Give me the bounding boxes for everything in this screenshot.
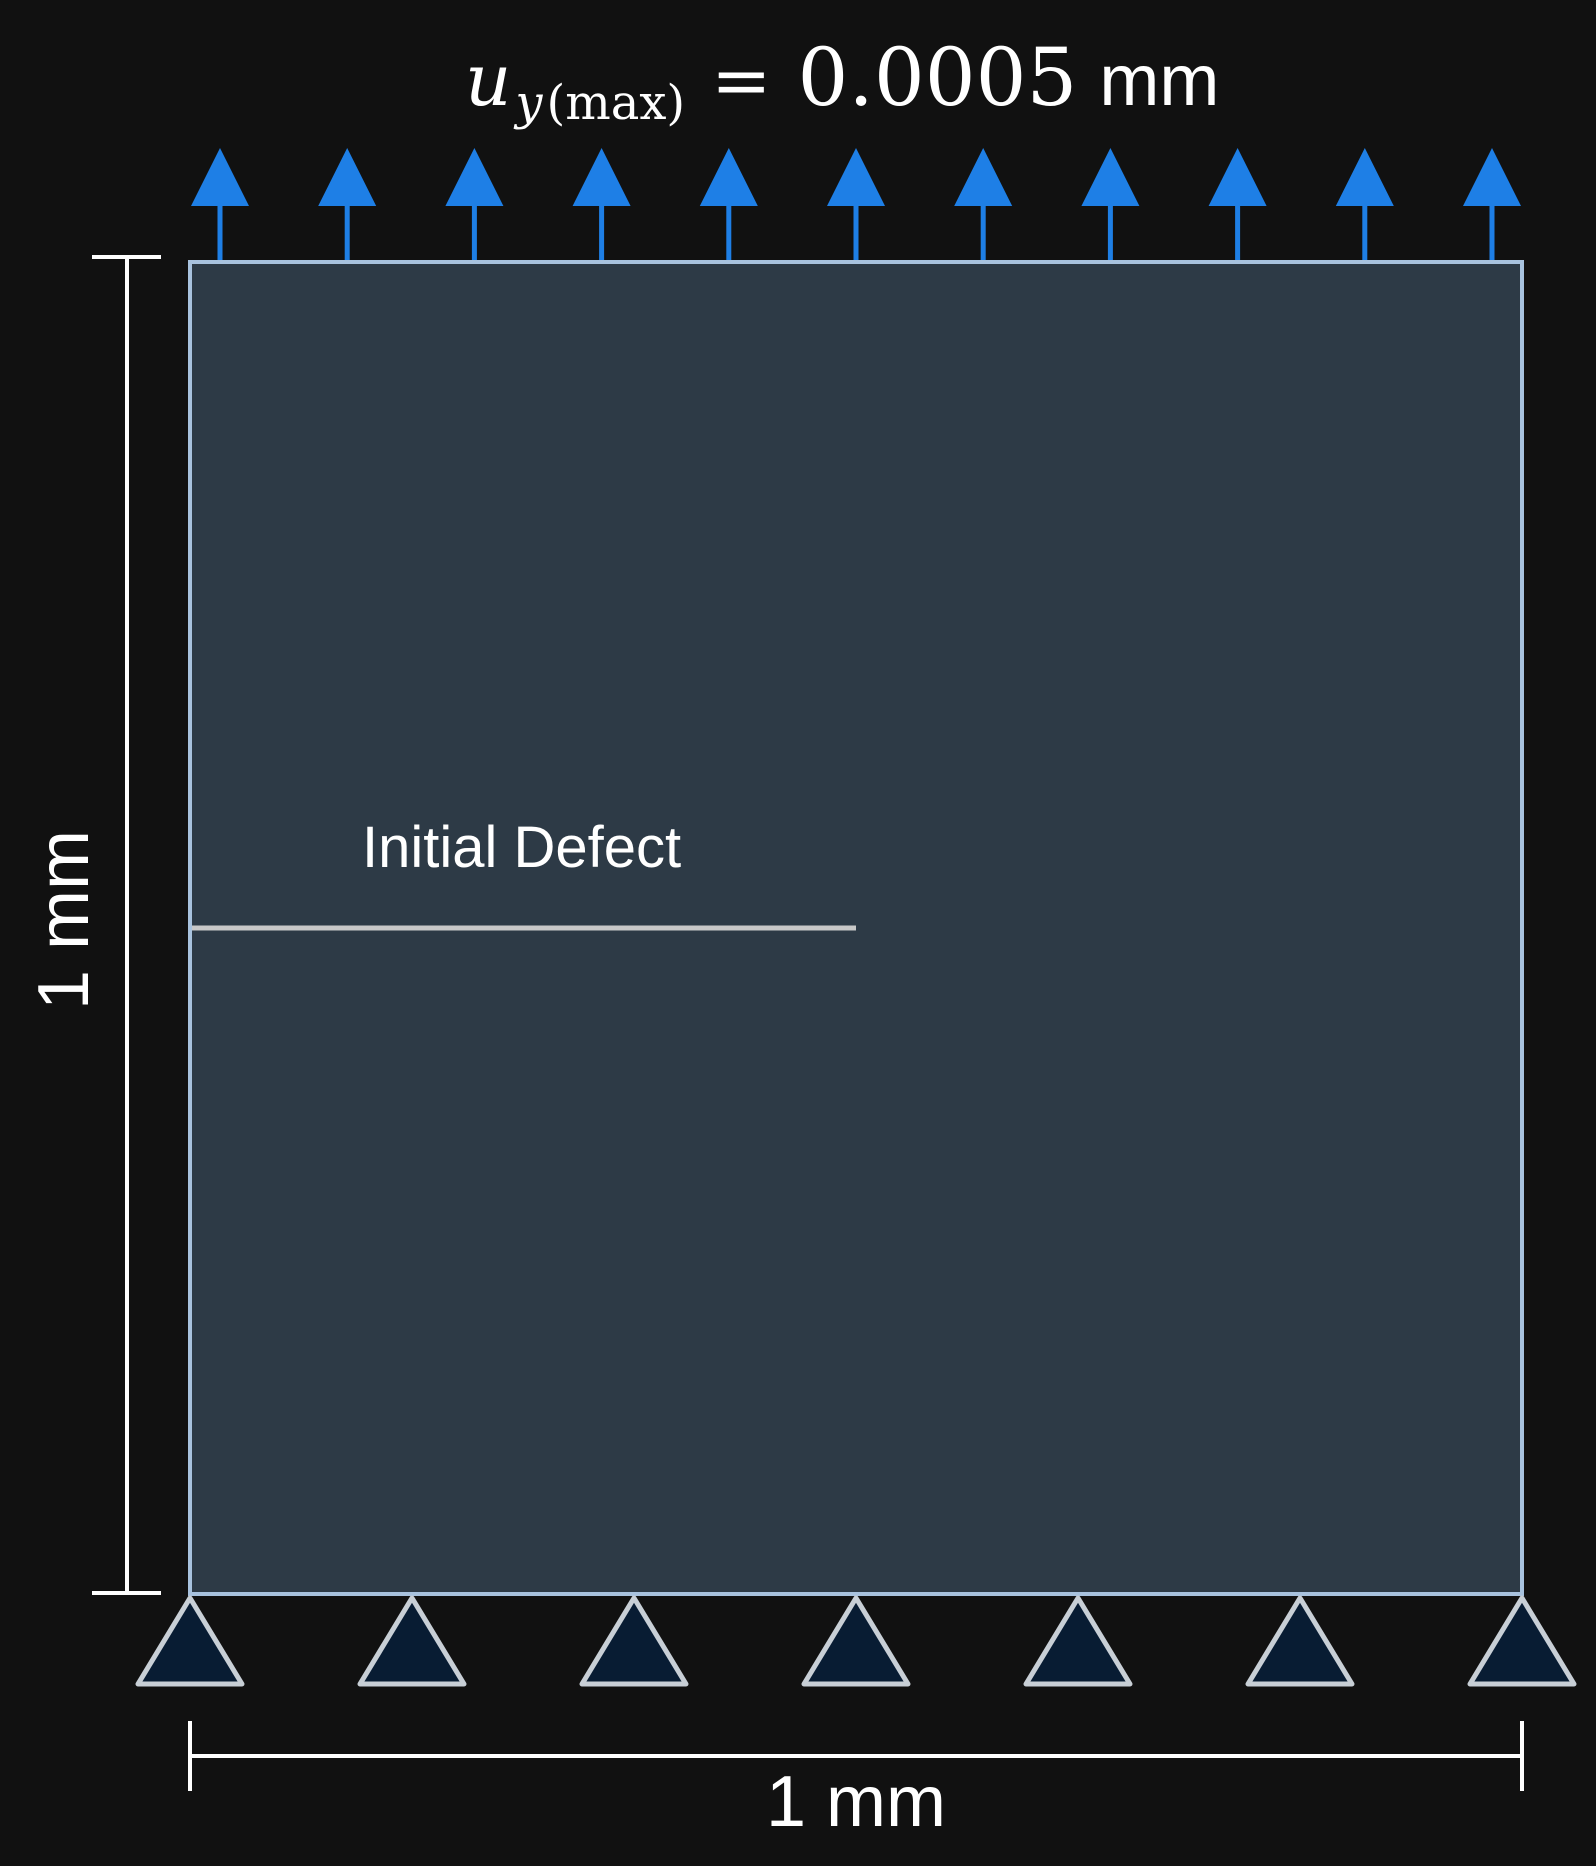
pinned-support-triangle — [360, 1598, 464, 1684]
load-symbol: u — [465, 38, 511, 122]
load-subscript-var: y — [513, 75, 543, 131]
displacement-arrow — [954, 148, 1012, 262]
initial-defect-label: Initial Defect — [362, 815, 681, 880]
load-value: 0.0005 — [797, 31, 1077, 124]
displacement-arrow — [1463, 148, 1521, 262]
displacement-arrows — [191, 148, 1521, 262]
displacement-arrow — [827, 148, 885, 262]
displacement-arrow — [318, 148, 376, 262]
displacement-arrow — [573, 148, 631, 262]
pinned-supports — [138, 1598, 1574, 1684]
displacement-arrow — [1209, 148, 1267, 262]
load-subscript-paren: (max) — [547, 75, 686, 131]
displacement-arrow — [1336, 148, 1394, 262]
load-equation: u y (max) = 0.0005 mm — [465, 31, 1219, 131]
displacement-arrow — [445, 148, 503, 262]
load-unit: mm — [1099, 41, 1219, 121]
pinned-support-triangle — [582, 1598, 686, 1684]
pinned-support-triangle — [1026, 1598, 1130, 1684]
pinned-support-triangle — [1248, 1598, 1352, 1684]
width-dimension-label: 1 mm — [766, 1762, 946, 1842]
displacement-arrow — [1081, 148, 1139, 262]
load-equals: = — [711, 38, 771, 122]
displacement-arrow — [191, 148, 249, 262]
pinned-support-triangle — [804, 1598, 908, 1684]
pinned-support-triangle — [138, 1598, 242, 1684]
pinned-support-triangle — [1470, 1598, 1574, 1684]
displacement-arrow — [700, 148, 758, 262]
height-dimension-label: 1 mm — [24, 830, 104, 1010]
